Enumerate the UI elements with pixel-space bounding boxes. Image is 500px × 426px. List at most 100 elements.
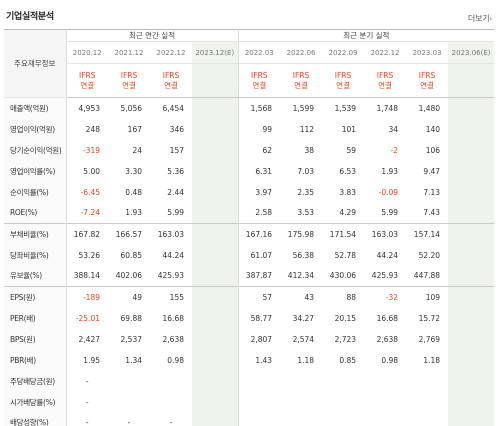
- period-header: 2023.12(E): [192, 41, 239, 64]
- table-cell: [192, 97, 239, 119]
- table-cell: [448, 412, 495, 426]
- table-cell: 52.20: [418, 250, 441, 260]
- table-cell: 44.24: [162, 250, 184, 260]
- table-cell: [448, 181, 495, 203]
- financial-summary-table: 주요재무정보 최근 연간 실적 최근 분기 실적 2020.12 2021.12 2…: [4, 29, 495, 426]
- row-label: PER(배): [4, 307, 67, 329]
- consolidated-label: 연결: [122, 80, 136, 90]
- table-cell: -: [150, 412, 192, 426]
- table-cell: [192, 160, 239, 182]
- table-cell: [448, 391, 495, 413]
- row-label: 영업이익률(%): [4, 160, 67, 182]
- ifrs-label: IFRS: [292, 70, 310, 80]
- table-cell: 60.85: [120, 250, 142, 260]
- label-column-header: 주요재무정보: [4, 29, 67, 98]
- ifrs-label: IFRS: [79, 70, 96, 80]
- table-cell: -: [66, 412, 108, 426]
- table-cell: [192, 349, 239, 371]
- table-cell: [448, 118, 495, 140]
- quarterly-group-header: 최근 분기 실적: [237, 29, 495, 42]
- table-cell: 166.57: [108, 223, 150, 245]
- table-cell: 4.29: [339, 208, 357, 218]
- table-cell: 0.98: [167, 355, 184, 365]
- table-cell: 2,638: [162, 334, 184, 344]
- table-cell: [364, 392, 406, 413]
- row-label: 시가배당률(%): [4, 391, 67, 413]
- table-cell: 106: [425, 145, 441, 155]
- table-cell: [322, 371, 364, 392]
- table-cell: -25.01: [75, 313, 100, 323]
- table-cell: 1.93: [125, 208, 142, 218]
- table-cell: 430.06: [329, 271, 357, 281]
- table-cell: 167.82: [66, 223, 108, 245]
- table-cell: 7.13: [423, 187, 441, 197]
- table-cell: 38: [304, 145, 315, 155]
- table-cell: [108, 392, 150, 413]
- table-cell: [322, 392, 364, 413]
- table-cell: 61.07: [237, 244, 281, 266]
- table-cell: 163.03: [364, 223, 407, 245]
- chevron-right-icon: ›: [489, 15, 492, 23]
- row-label: 매출액(억원): [4, 97, 67, 119]
- row-label: PBR(배): [4, 349, 67, 371]
- table-cell: 1.95: [83, 355, 100, 365]
- ifrs-basis-label: [448, 63, 495, 98]
- table-cell: 0.85: [339, 355, 357, 365]
- table-cell: [150, 392, 192, 413]
- table-cell: [448, 97, 495, 119]
- table-row: 당좌비율(%) 53.26 60.85 44.24 61.07 56.38 52.78 44.…: [4, 244, 495, 266]
- table-cell: 7.43: [423, 208, 441, 218]
- table-cell: 16.68: [162, 313, 184, 323]
- table-cell: 2.35: [297, 187, 315, 197]
- table-cell: 24: [132, 145, 142, 155]
- table-row: 순이익률(%) -6.45 0.48 2.44 3.97 2.35 3.83 -0.09 7.1…: [4, 181, 495, 203]
- period-header: 2022.12: [150, 41, 192, 64]
- ifrs-basis-label: IFRS 연결: [322, 63, 365, 98]
- table-cell: -189: [66, 286, 108, 308]
- table-row: 시가배당률(%) -: [4, 391, 495, 413]
- table-cell: [237, 370, 281, 392]
- table-cell: [448, 202, 495, 224]
- table-cell: [280, 412, 323, 426]
- table-cell: 1.34: [125, 355, 142, 365]
- table-row: BPS(원) 2,427 2,537 2,638 2,807 2,574 2,723 2,63…: [4, 328, 495, 350]
- table-cell: 5.00: [83, 166, 100, 176]
- table-cell: 99: [237, 118, 281, 140]
- table-cell: 6.31: [237, 160, 281, 182]
- row-label: 당기순이익(억원): [4, 139, 67, 161]
- table-cell: 167: [127, 124, 142, 134]
- table-cell: [280, 371, 322, 392]
- table-cell: 0.98: [381, 355, 399, 365]
- table-row: PER(배) -25.01 69.88 16.68 58.77 34.27 20.15 16.…: [4, 307, 495, 329]
- table-cell: 7.03: [297, 166, 315, 176]
- table-cell: 49: [108, 286, 150, 308]
- table-cell: 402.06: [115, 271, 142, 281]
- table-cell: 57: [237, 286, 281, 308]
- table-cell: 248: [85, 124, 100, 134]
- table-cell: 101: [341, 124, 357, 134]
- table-cell: 388.14: [73, 271, 100, 281]
- table-cell: 1,539: [334, 103, 357, 113]
- table-cell: [448, 139, 495, 161]
- table-cell: 88: [322, 286, 365, 308]
- table-cell: [237, 412, 281, 426]
- table-cell: 2,427: [78, 334, 100, 344]
- ifrs-basis-label: IFRS 연결: [108, 63, 150, 98]
- table-cell: [448, 244, 495, 266]
- table-cell: 3.53: [297, 208, 315, 218]
- ifrs-basis-label: IFRS 연결: [150, 63, 192, 98]
- more-link[interactable]: 더보기›: [468, 13, 492, 24]
- table-cell: -7.24: [80, 208, 100, 218]
- table-cell: 6.53: [339, 166, 357, 176]
- consolidated-label: 연결: [378, 80, 392, 90]
- table-cell: 3.97: [237, 181, 281, 203]
- row-label: 부채비율(%): [4, 223, 67, 245]
- table-cell: [192, 391, 239, 413]
- period-header: 2021.12: [108, 41, 150, 64]
- consolidated-label: 연결: [164, 80, 178, 90]
- table-row: 부채비율(%) 167.82 166.57 163.03 167.16 175.98 171…: [4, 223, 495, 245]
- table-cell: 5.99: [381, 208, 399, 218]
- table-cell: 1.18: [423, 355, 441, 365]
- consolidated-label: 연결: [252, 80, 267, 90]
- table-cell: 56.38: [292, 250, 315, 260]
